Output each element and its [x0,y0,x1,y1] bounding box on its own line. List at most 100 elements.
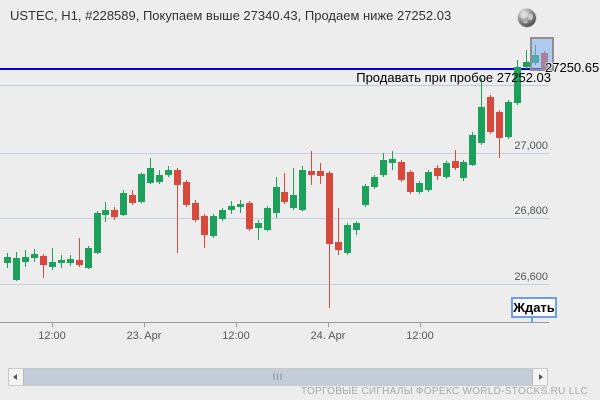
candle-body [281,192,289,202]
candle-wick [177,168,178,254]
candle-wick [284,172,286,204]
candle-body [254,223,262,228]
candle-body [66,259,74,263]
candle-wick [338,207,340,256]
candle-wick [78,237,80,267]
candle-body [156,174,164,182]
candle-body [388,159,396,164]
candle-body [379,160,387,175]
time-axis-tick [52,322,53,327]
horizontal-scrollbar[interactable]: III [8,368,548,386]
candle-body [174,170,181,185]
time-axis-tick [144,322,145,327]
candle-body [147,168,155,183]
candle-wick [42,254,44,278]
candle-body [138,173,146,202]
time-axis-tick [420,322,421,327]
selection-box [530,37,554,71]
wait-pointer [531,316,533,323]
candle-body [57,260,65,263]
candle-body [30,254,38,259]
globe-icon[interactable] [517,8,537,28]
candle-body [317,170,325,176]
candle-body [183,181,190,205]
x-axis-label: 12:00 [406,330,434,342]
y-axis-label: 26,800 [514,205,548,218]
candle-body [415,182,423,192]
candle-body [326,172,334,244]
candle-body [227,205,235,210]
candle-body [451,161,459,168]
candle-body [299,170,307,210]
x-axis-label: 24. Apr [310,330,346,342]
candle-body [442,163,450,177]
candle-body [102,209,110,215]
x-axis-label: 12:00 [222,330,250,342]
candle-body [129,195,137,203]
candle-body [39,256,47,265]
gridline [0,152,549,154]
candle-body [362,185,369,205]
candle-body [12,258,20,280]
candle-body [48,262,56,267]
candle-wick [51,247,53,270]
candle-body [353,223,360,230]
candle-body [218,209,226,219]
candle-body [165,170,173,175]
candle-body [191,202,199,221]
candle-body [120,193,128,215]
sell-signal-label: Продавать при пробое 27252.03 [356,70,551,85]
candle-body [487,97,495,133]
candle-body [93,212,101,253]
gridline [0,218,549,220]
candle-wick [293,168,295,210]
right-arrow-icon [539,374,543,380]
candle-body [200,215,208,235]
time-axis-tick [328,322,329,327]
time-axis-tick [236,322,237,327]
candle-body [406,171,414,192]
candle-body [460,162,468,178]
candle-body [84,247,92,268]
candle-body [424,171,432,190]
candle-body [397,162,405,180]
x-axis-label: 23. Apr [126,330,162,342]
candle-body [335,241,343,250]
candle-wick [257,220,259,240]
candle-body [344,225,352,253]
candle-body [263,207,271,230]
candle-body [272,186,280,213]
secondary-level-line [0,84,549,86]
candle-body [469,135,477,165]
page-title: USTEC, H1, #228589, Покупаем выше 27340.… [10,8,452,23]
wait-status-badge: Ждать [511,297,557,318]
y-axis-label: 26,600 [514,271,548,284]
scroll-right-button[interactable] [532,369,547,385]
candle-body [523,62,531,67]
candle-body [496,111,504,138]
candle-body [4,257,11,263]
candle-wick [311,150,313,185]
y-axis-label: 27,000 [514,139,548,152]
candle-body [370,176,378,187]
left-arrow-icon [13,374,17,380]
candle-body [236,203,244,207]
time-axis-line [0,322,549,323]
candle-body [290,195,298,208]
gridline [0,284,549,286]
scrollbar-thumb[interactable]: III [24,369,533,385]
candle-body [209,215,217,236]
candle-body [433,168,441,176]
credit-text: ТОРГОВЫЕ СИГНАЛЫ ФОРЕКС WORLD-STOCKS.RU … [300,386,588,397]
sell-signal-line [0,68,549,71]
x-axis-label: 12:00 [38,330,66,342]
candle-body [75,260,83,265]
candle-wick [454,149,456,170]
scroll-left-button[interactable] [9,369,24,385]
candle-body [308,170,316,175]
candle-body [514,67,522,103]
candle-body [505,102,513,137]
candle-wick [526,49,528,69]
